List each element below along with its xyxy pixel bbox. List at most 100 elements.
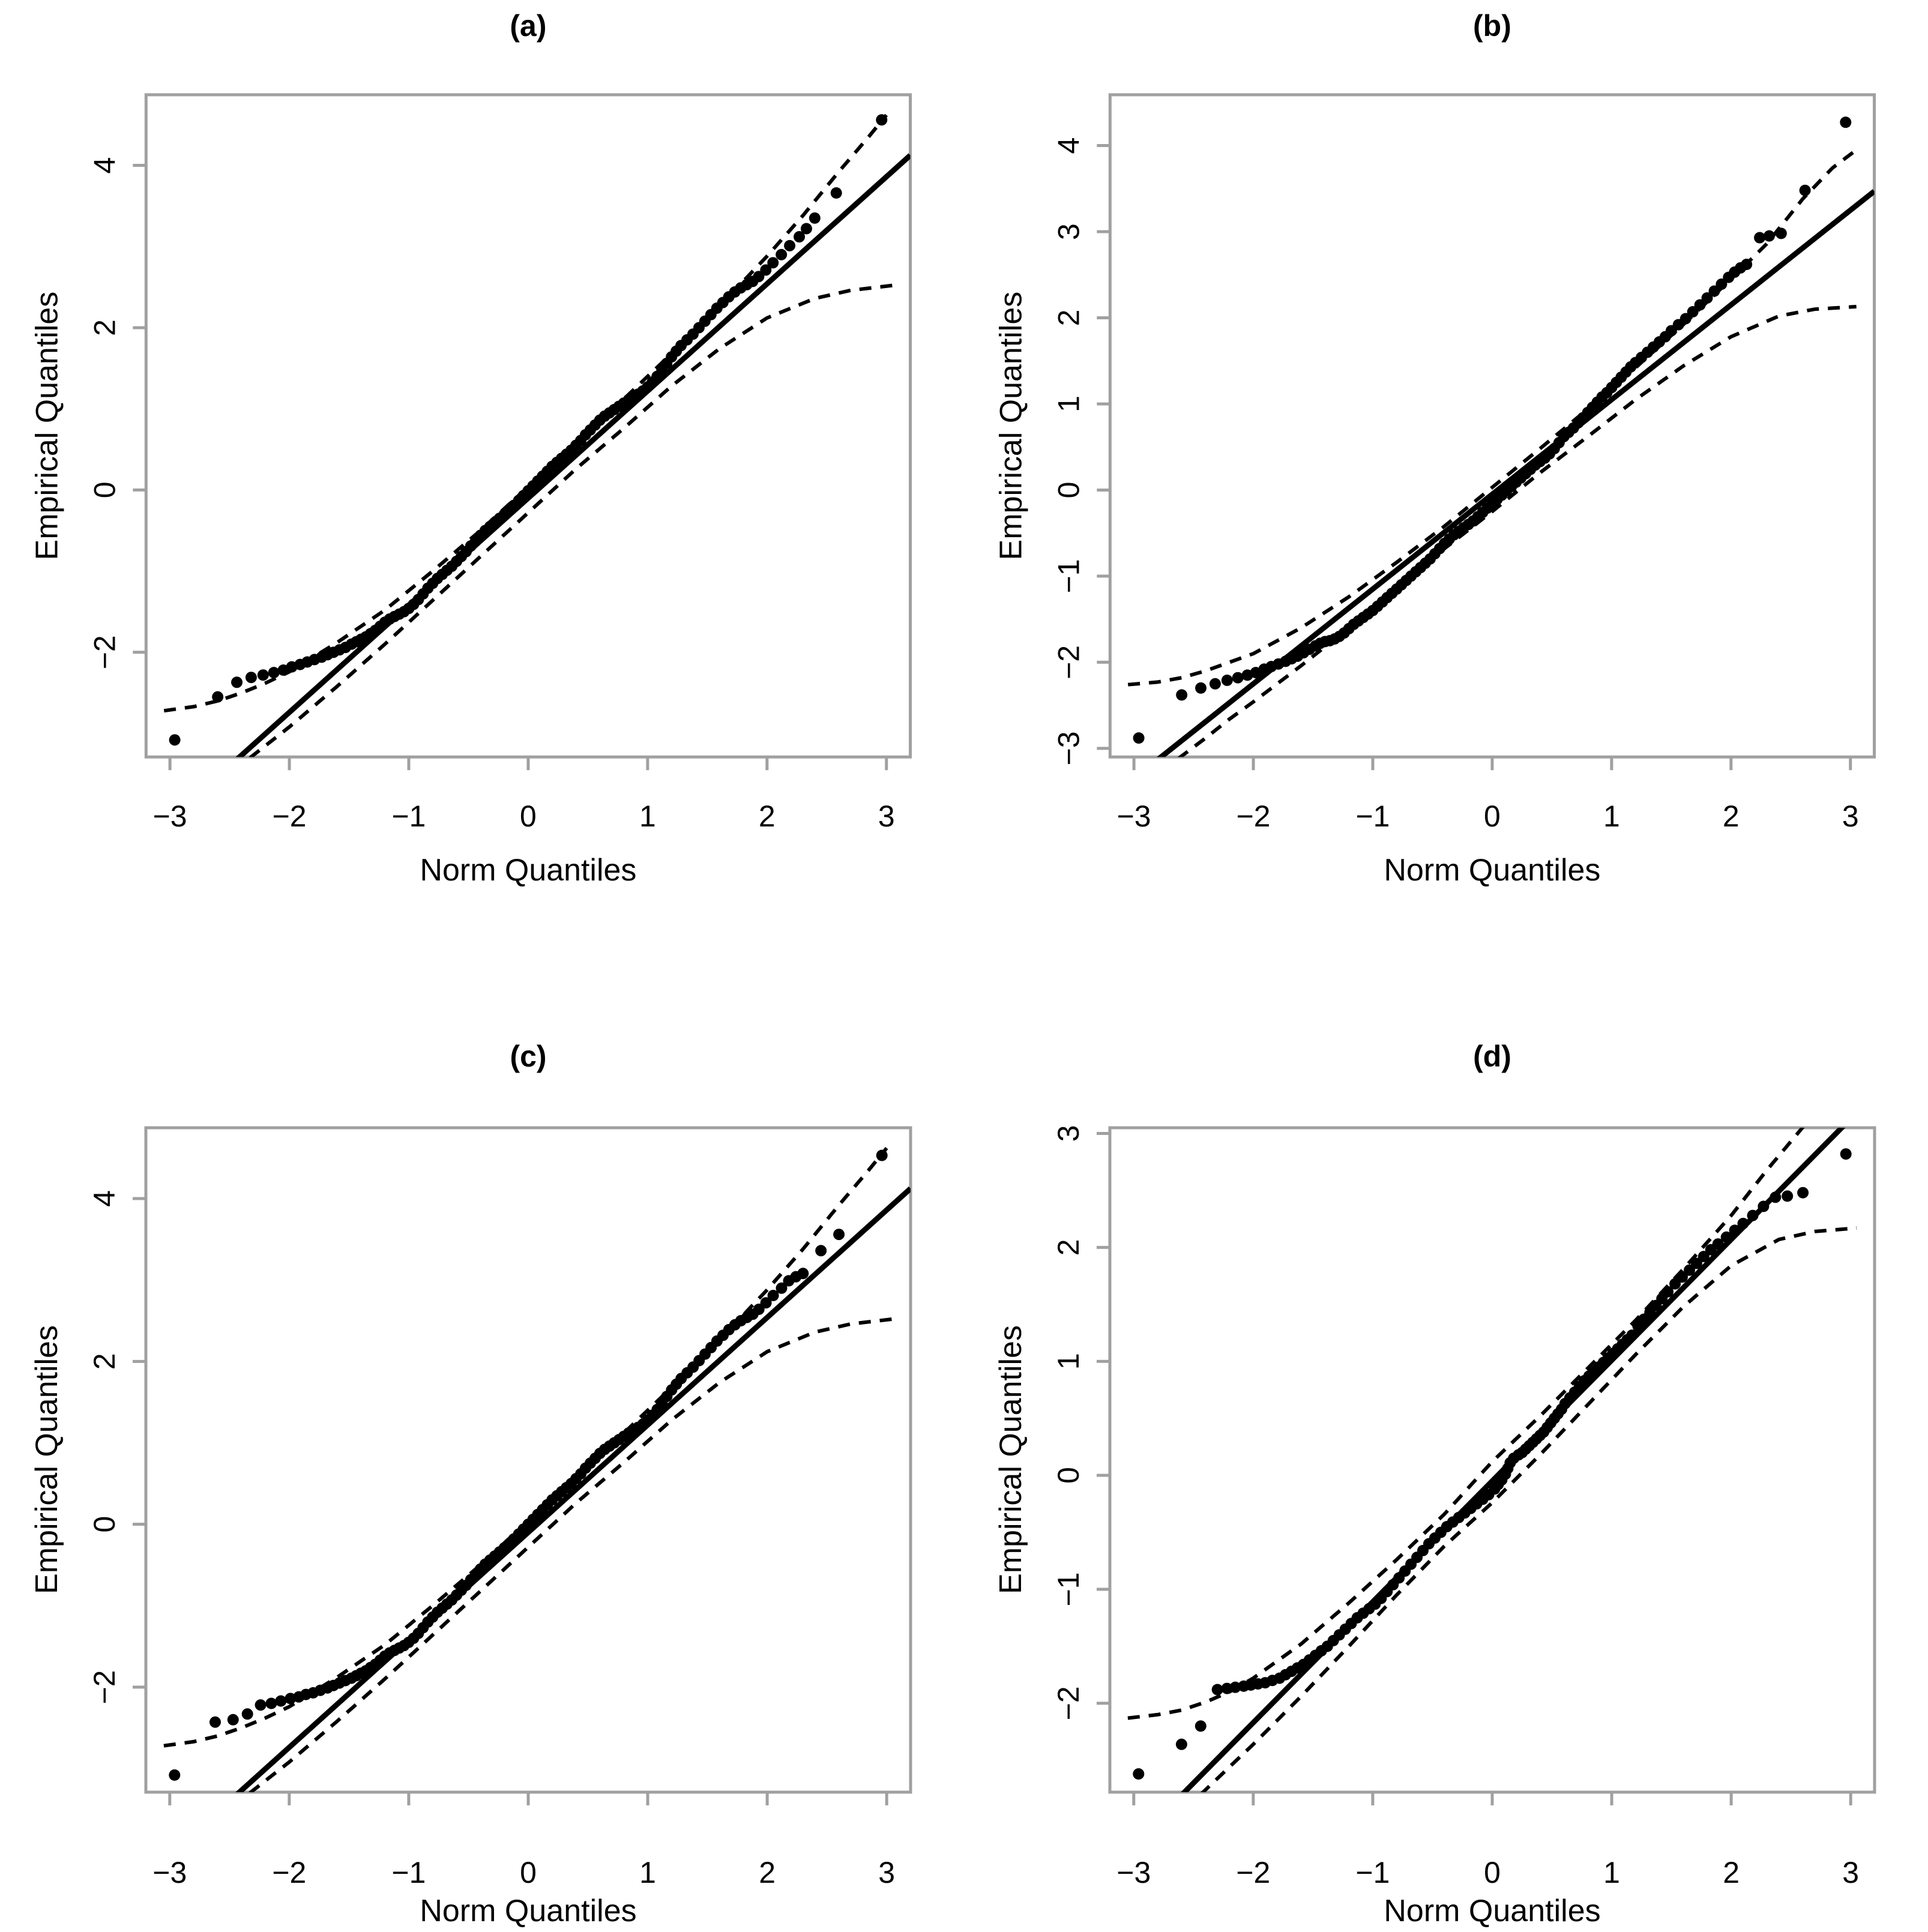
qq-plot-panel-d: −3 −2 −1 0 1 2 3 −2 −1 0 1 2 3 (d) Norm Quantiles Em… [964,966,1928,1932]
data-point [1737,1218,1749,1229]
data-point [209,1716,221,1728]
data-point [257,669,269,681]
panel-title: (a) [510,9,546,43]
data-point [776,248,788,260]
x-axis-label: Norm Quantiles [1384,853,1600,888]
confidence-envelope-lower [249,283,893,757]
x-tick-label: −3 [153,799,187,833]
data-points [169,1149,888,1781]
x-tick-label: −1 [1355,1856,1390,1889]
y-tick-label: 0 [1052,1467,1085,1484]
plot-data-layer [1127,1128,1857,1792]
data-point [1741,259,1753,271]
data-point [1626,1329,1638,1341]
data-point [1763,230,1775,242]
data-point [1679,313,1692,325]
y-tick-label: −2 [1052,1686,1085,1720]
x-tick-label: −2 [273,799,307,833]
x-tick-label: 3 [878,1856,895,1889]
data-point [1195,682,1207,694]
data-point [794,231,806,243]
data-point [784,239,796,251]
data-point [1708,285,1720,297]
data-point [1720,1231,1732,1243]
panel-title: (c) [510,1040,546,1073]
y-tick-label: 0 [88,1516,121,1533]
data-point [800,223,812,235]
data-point [1133,732,1145,744]
x-tick-label: −1 [392,799,426,833]
y-tick-label: −2 [88,635,121,669]
data-point [833,1229,845,1241]
data-points [169,114,888,746]
qq-plot-canvas-d: −3 −2 −1 0 1 2 3 −2 −1 0 1 2 3 (d) Norm Quantiles Em… [993,1040,1876,1928]
y-tick-label: 3 [1052,1125,1085,1142]
plot-frame [144,93,912,759]
data-point [760,264,772,276]
y-tick-label: 1 [1052,1353,1085,1370]
confidence-envelope-upper [163,113,888,713]
confidence-envelope-upper [1127,1128,1805,1720]
data-point [1211,1684,1223,1696]
x-tick-label: 0 [1484,1856,1501,1889]
y-axis-label: Empirical Quantiles [29,292,64,561]
data-point [797,1268,809,1280]
qq-plot-panel-a: −3 −2 −1 0 1 2 3 −2 0 2 4 (a) Norm Quantiles Empir… [0,0,964,966]
plot-area: −3 −2 −1 0 1 2 3 −2 −1 0 1 2 3 [1052,1125,1876,1889]
panel-title: (b) [1473,9,1511,43]
x-axis-label: Norm Quantiles [420,853,636,888]
x-tick-label: 1 [1603,1856,1620,1889]
data-point [169,1769,181,1781]
data-point [1687,305,1699,317]
data-point [212,691,224,703]
y-tick-label: −3 [1052,731,1085,765]
y-axis-label: Empirical Quantiles [993,1325,1028,1594]
data-point [268,667,280,679]
confidence-envelope-lower [249,1317,893,1792]
data-point [1676,1271,1688,1283]
x-tick-label: −3 [152,1856,187,1889]
plot-area: −3 −2 −1 0 1 2 3 −2 0 2 4 [88,93,912,833]
qq-plot-canvas-a: −3 −2 −1 0 1 2 3 −2 0 2 4 (a) Norm Quantiles Empir… [29,9,912,888]
data-point [1797,1187,1809,1199]
data-point [1669,1278,1681,1290]
reference-line [1157,189,1875,757]
data-point [1684,1264,1695,1276]
data-point [876,114,888,126]
data-point [255,1699,267,1711]
data-point [1712,1238,1724,1250]
data-point [1729,1224,1741,1236]
y-tick-label: −2 [88,1670,121,1704]
x-tick-label: −1 [1356,799,1390,833]
plot-area: −3 −2 −1 0 1 2 3 −2 0 2 4 [88,1126,912,1889]
x-tick-label: 2 [759,1856,776,1889]
data-point [1754,232,1766,244]
y-tick-label: 2 [1052,1239,1085,1256]
y-tick-label: 0 [1052,482,1085,499]
data-point [1175,1738,1187,1750]
data-point [1782,1190,1794,1202]
data-point [1799,184,1811,196]
confidence-envelope-lower [1200,1226,1857,1792]
data-point [1840,116,1852,128]
y-axis-label: Empirical Quantiles [993,292,1028,561]
data-point [1701,292,1713,304]
y-tick-label: 4 [88,1190,121,1207]
panel-title: (d) [1473,1040,1511,1073]
data-point [776,1282,788,1294]
data-point [1770,1191,1782,1203]
y-tick-label: −1 [1052,559,1085,593]
plot-area: −3 −2 −1 0 1 2 3 −3 −2 −1 0 1 2 3 4 [1052,93,1876,833]
confidence-envelope-upper [1127,148,1858,687]
data-point [1758,1200,1770,1212]
data-point [767,1290,779,1301]
data-point [767,257,779,269]
data-point [1229,1681,1241,1693]
y-tick-label: −2 [1052,645,1085,679]
qq-plot-canvas-c: −3 −2 −1 0 1 2 3 −2 0 2 4 (c) Norm Quantiles Empir… [29,1040,912,1928]
data-point [1694,299,1706,311]
plot-data-layer [163,1147,911,1792]
x-tick-label: −3 [1116,1856,1151,1889]
x-tick-label: 2 [1723,799,1740,833]
x-tick-label: 0 [1484,799,1501,833]
